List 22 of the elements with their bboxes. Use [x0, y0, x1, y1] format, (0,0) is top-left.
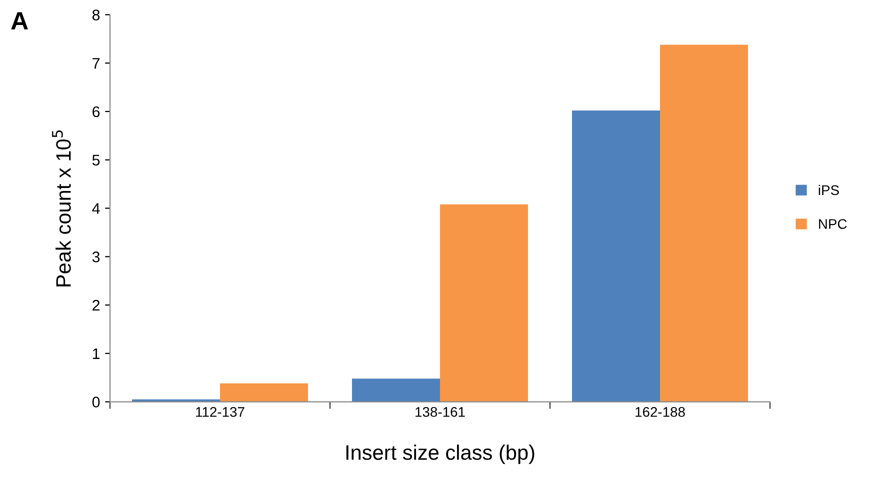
y-tick-label: 8	[92, 10, 100, 20]
y-tick-label: 3	[92, 252, 100, 262]
bar	[660, 44, 748, 402]
y-tick-label: 1	[92, 348, 100, 359]
bar	[352, 378, 440, 402]
bar	[220, 383, 308, 402]
y-tick-label: 6	[92, 106, 100, 118]
x-axis-title: Insert size class (bp)	[346, 444, 534, 464]
y-tick-label: 2	[92, 300, 100, 311]
x-tick-label: 138-161	[416, 407, 465, 417]
y-tick-label: 0	[92, 396, 100, 408]
x-tick-label: 162-188	[636, 407, 685, 417]
y-tick-label: 5	[92, 154, 100, 166]
legend-label: NPC	[819, 219, 847, 229]
bar	[572, 110, 660, 402]
y-tick-label: 4	[92, 203, 100, 214]
y-tick-label: 7	[92, 58, 100, 69]
bar	[440, 204, 528, 402]
y-axis-title: Peak count x 10$^{5}$	[52, 130, 71, 286]
x-tick-label: 112-137	[196, 407, 244, 417]
legend-label: iPS	[818, 184, 839, 196]
text: A	[11, 12, 28, 30]
